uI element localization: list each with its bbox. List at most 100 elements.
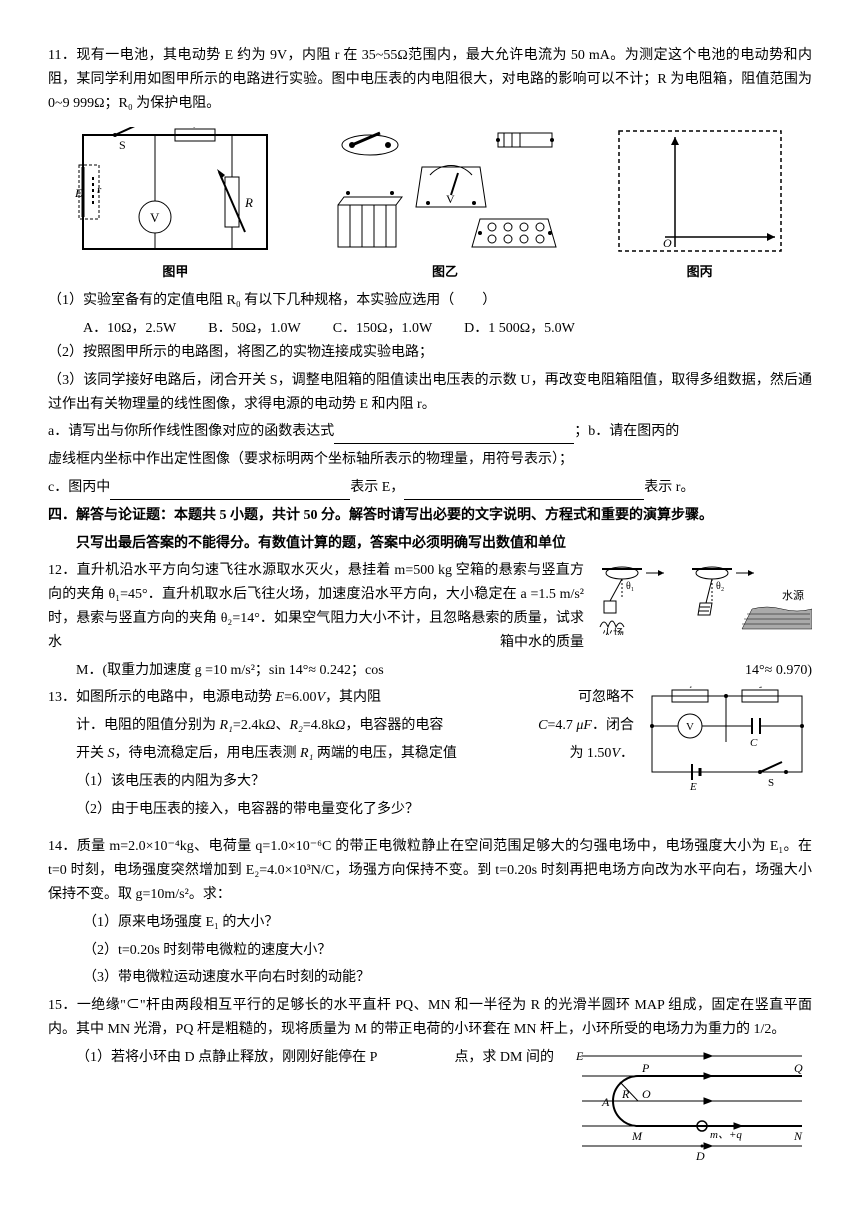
sym-r1b: R₁	[300, 746, 313, 761]
q11-options: A．10Ω，2.5W B．50Ω，1.0W C．150Ω，1.0W D．1 50…	[48, 317, 812, 341]
sym-v: V	[316, 690, 325, 705]
q12-body2-pre: M．(取重力加速度 g =10 m/s²；sin 14°≈ 0.242；cos	[76, 663, 384, 678]
lbl-o: O	[642, 1087, 651, 1101]
apparatus-icon: V	[330, 127, 560, 257]
lbl-d: D	[695, 1149, 705, 1163]
q13-l3b: ，待电流稳定后，用电压表测	[115, 746, 301, 761]
q13-num: 13．	[48, 690, 76, 705]
blank-line	[334, 429, 574, 444]
lbl-mq: m、+q	[710, 1129, 742, 1141]
q14-body: 14．质量 m=2.0×10⁻⁴kg、电荷量 q=1.0×10⁻⁶C 的带正电微…	[48, 835, 812, 906]
lbl-q: Q	[794, 1061, 803, 1075]
svg-text:V: V	[686, 721, 694, 733]
fig-yi: V	[330, 127, 560, 283]
q13-l1c: ，其内阻	[325, 690, 381, 705]
q11-sub3: （3）该同学接好电路后，闭合开关 S，调整电阻箱的阻值读出电压表的示数 U，再改…	[48, 369, 812, 417]
opt-b: B．50Ω，1.0W	[208, 317, 300, 341]
q12-line2: M．(取重力加速度 g =10 m/s²；sin 14°≈ 0.242；cos 1…	[48, 659, 812, 683]
fig-bing: O 图丙	[615, 127, 785, 283]
q13-l1a: 如图所示的电路中，电源电动势	[76, 690, 276, 705]
rc-circuit-icon: R₁ R₂ C V E S	[642, 686, 812, 791]
opt-d: D．1 500Ω，5.0W	[464, 317, 575, 341]
q11-a-pre: a．请写出与你所作线性图像对应的函数表达式	[48, 424, 334, 439]
q14-sub1: （1）原来电场强度 E₁ 的大小？	[48, 911, 812, 935]
q13-l2ta: =4.7	[548, 718, 577, 733]
svg-text:θ₂: θ₂	[716, 581, 724, 592]
q14-sub3: （3）带电微粒运动速度水平向右时刻的动能？	[48, 966, 812, 990]
lbl-m: M	[631, 1129, 643, 1143]
q13-l2e: ，电容器的电容	[345, 718, 443, 733]
q15-sub1-pre: （1）若将小环由 D 点静止释放，刚刚好能停在 P	[76, 1050, 377, 1065]
q11-text: 11．现有一电池，其电动势 E 约为 9V，内阻 r 在 35~55Ω范围内，最…	[48, 44, 812, 115]
section4-head1: 四．解答与论证题：本题共 5 小题，共计 50 分。解答时请写出必要的文字说明、…	[48, 504, 812, 528]
svg-text:O: O	[663, 236, 672, 250]
svg-text:R: R	[244, 195, 253, 210]
q11-sub2: （2）按照图甲所示的电路图，将图乙的实物连接成实验电路；	[48, 341, 812, 365]
q11-sub-a: a．请写出与你所作线性图像对应的函数表达式 ；b．请在图丙的	[48, 420, 812, 444]
q11-sub-b: 虚线框内坐标中作出定性图像（要求标明两个坐标轴所表示的物理量，用符号表示）；	[48, 448, 812, 472]
lbl-a: A	[601, 1095, 610, 1109]
q13-l2a: 计．电阻的阻值分别为	[76, 718, 220, 733]
sym-ohm: Ω	[265, 718, 275, 733]
svg-text:V: V	[446, 192, 455, 206]
lbl-n: N	[793, 1129, 803, 1143]
q12: θ₁ θ₂ 水源 火场 12．直升机沿水平方向匀速飞往水源取水灭火，悬挂着 m=…	[48, 559, 812, 682]
q11-c-pre: c．图丙中	[48, 480, 110, 495]
opt-c: C．150Ω，1.0W	[333, 317, 432, 341]
q13-l2c: 、	[275, 718, 289, 733]
blank-line	[110, 484, 350, 499]
q15-body: 15．一绝缘"⊂"杆由两段相互平行的足够长的水平直杆 PQ、MN 和一半径为 R…	[48, 994, 812, 1042]
blank-line	[404, 484, 644, 499]
q12-body2-tail: 14°≈ 0.970)	[745, 659, 812, 683]
track-diagram-icon: E P Q A R O M N D m、+q	[562, 1046, 812, 1166]
sym-r2: R₂	[289, 718, 302, 733]
q14-body-text: 质量 m=2.0×10⁻⁴kg、电荷量 q=1.0×10⁻⁶C 的带正电微粒静止…	[48, 839, 812, 902]
q11-sub1: （1）实验室备有的定值电阻 R₀ 有以下几种规格，本实验应选用（ ）	[48, 289, 812, 313]
svg-text:R₁: R₁	[681, 686, 693, 689]
q13-sub2: （2）由于电压表的接入，电容器的带电量变化了多少？	[48, 798, 812, 822]
q13-l3a: 开关	[76, 746, 108, 761]
helicopter-diagram-icon: θ₁ θ₂ 水源 火场	[592, 559, 812, 635]
q13: R₁ R₂ C V E S 13．如图所示的电路中，电源电动势 E=6.00V，…	[48, 686, 812, 821]
q11-num: 11．	[48, 48, 76, 63]
q15: 15．一绝缘"⊂"杆由两段相互平行的足够长的水平直杆 PQ、MN 和一半径为 R…	[48, 994, 812, 1069]
q12-num: 12．	[48, 563, 77, 578]
lbl-e: E	[575, 1049, 584, 1063]
q13-l3-tail: 为 1.50	[569, 746, 611, 761]
svg-text:E: E	[75, 186, 83, 200]
q11-c-mid: 表示 E，	[350, 480, 404, 495]
svg-text:S: S	[768, 777, 774, 789]
q13-l2b: =2.4k	[233, 718, 265, 733]
fig-jia-label: 图甲	[162, 261, 188, 283]
svg-text:θ₁: θ₁	[626, 581, 634, 592]
fig-jia: E r S R₀ V R	[75, 127, 275, 283]
sym-ohm2: Ω	[335, 718, 345, 733]
q13-l3c: 两端的电压，其稳定值	[313, 746, 457, 761]
q14: 14．质量 m=2.0×10⁻⁴kg、电荷量 q=1.0×10⁻⁶C 的带正电微…	[48, 835, 812, 990]
q11-body: 现有一电池，其电动势 E 约为 9V，内阻 r 在 35~55Ω范围内，最大允许…	[48, 48, 812, 111]
sym-r1: R₁	[220, 718, 233, 733]
q15-num: 15．	[48, 998, 77, 1013]
sym-v2: V	[611, 746, 620, 761]
opt-a: A．10Ω，2.5W	[83, 317, 176, 341]
q11-sub-c: c．图丙中表示 E，表示 r。	[48, 476, 812, 500]
svg-text:r: r	[97, 184, 102, 196]
q12-body1-tail: 箱中水的质量	[500, 631, 584, 655]
lbl-r: R	[621, 1087, 630, 1101]
q13-l2tb: ．闭合	[592, 718, 634, 733]
svg-text:R₂: R₂	[751, 686, 763, 689]
q14-sub2: （2）t=0.20s 时刻带电微粒的速度大小？	[48, 939, 812, 963]
q14-num: 14．	[48, 839, 77, 854]
svg-text:R₀: R₀	[184, 127, 197, 128]
q13-l1-tail: 可忽略不	[578, 686, 634, 710]
q11-a-post: ；b．请在图丙的	[574, 424, 679, 439]
sym-muf: μF	[576, 718, 592, 733]
svg-text:S: S	[119, 138, 126, 152]
fig-bing-label: 图丙	[687, 261, 713, 283]
q13-l1b: =6.00	[284, 690, 316, 705]
water-label: 水源	[782, 588, 804, 602]
q15-sub1-post: 点，求 DM 间的	[454, 1046, 554, 1070]
q11-figures: E r S R₀ V R	[48, 127, 812, 283]
blank-graph-icon: O	[615, 127, 785, 257]
circuit-diagram-icon: E r S R₀ V R	[75, 127, 275, 257]
